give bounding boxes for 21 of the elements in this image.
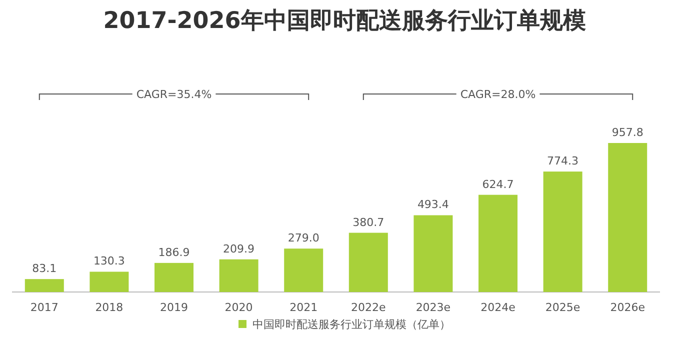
x-tick-label: 2020 bbox=[224, 301, 253, 314]
x-tick-label: 2024e bbox=[480, 301, 516, 314]
x-tick-label: 2026e bbox=[610, 301, 646, 314]
x-tick-label: 2022e bbox=[351, 301, 386, 314]
bar bbox=[284, 248, 324, 292]
x-tick-label: 2025e bbox=[545, 301, 580, 314]
chart-title: 2017-2026年中国即时配送服务行业订单规模 bbox=[103, 8, 586, 34]
legend-label: 中国即时配送服务行业订单规模（亿单） bbox=[252, 318, 450, 331]
x-tick-label: 2017 bbox=[30, 301, 58, 314]
bar bbox=[90, 272, 129, 292]
x-tick-label: 2019 bbox=[160, 301, 188, 314]
x-tick-label: 2021 bbox=[290, 301, 318, 314]
bar bbox=[154, 262, 194, 292]
x-tick-label: 2018 bbox=[95, 301, 124, 314]
bar bbox=[348, 232, 388, 292]
text: CAGR=28.0% bbox=[460, 88, 536, 101]
bar bbox=[414, 215, 453, 292]
x-tick-label: 2023e bbox=[416, 301, 451, 314]
bar bbox=[219, 259, 258, 292]
text: CAGR=35.4% bbox=[136, 88, 212, 101]
bar bbox=[24, 279, 64, 292]
